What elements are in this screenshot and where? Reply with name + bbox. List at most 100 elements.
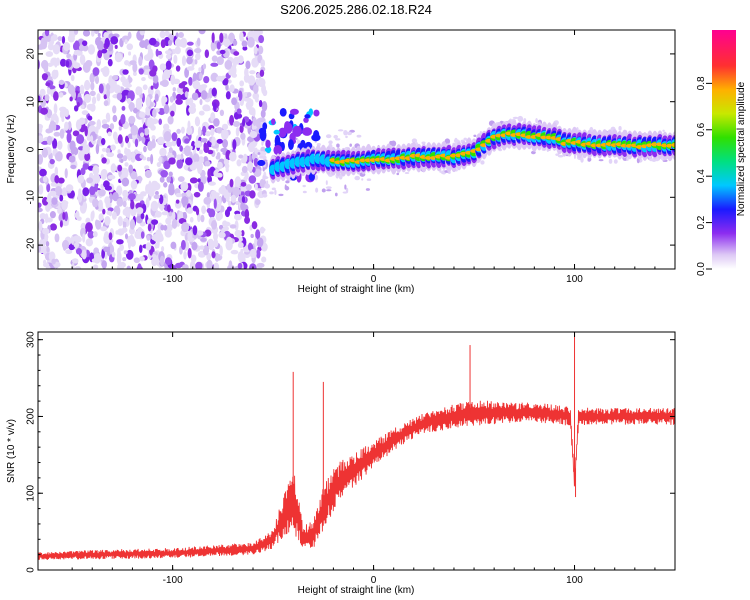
scatter-blob: [361, 178, 364, 181]
noise-blob: [38, 207, 43, 213]
noise-blob: [90, 211, 94, 222]
noise-blob: [238, 154, 244, 159]
noise-blob: [240, 132, 246, 140]
noise-blob: [249, 263, 257, 269]
noise-blob: [128, 235, 135, 245]
noise-blob: [135, 97, 143, 107]
noise-blob: [154, 93, 159, 102]
noise-blob: [76, 101, 80, 108]
noise-blob: [153, 233, 161, 242]
snr-frame: [37, 331, 676, 571]
scatter-blob: [264, 182, 269, 189]
noise-blob: [136, 207, 144, 215]
noise-blob: [53, 103, 58, 114]
noise-blob: [125, 78, 129, 85]
snr-plot: -100 0 100 0 100 200 300 Height of straight li…: [6, 331, 676, 596]
noise-blob: [128, 51, 132, 56]
spectrogram-ylabel: Frequency (Hz): [6, 115, 17, 184]
noise-blob: [244, 67, 249, 78]
noise-blob: [46, 87, 51, 95]
scatter-blob: [512, 116, 519, 119]
noise-blob: [81, 40, 88, 47]
noise-blob: [51, 258, 56, 265]
noise-blob: [111, 75, 119, 81]
noise-blob: [225, 236, 233, 247]
scatter-blob: [315, 187, 319, 193]
noise-blob: [57, 177, 65, 184]
noise-blob: [175, 93, 183, 101]
noise-blob: [168, 211, 173, 217]
transition-blob: [302, 127, 313, 136]
noise-blob: [151, 219, 159, 225]
noise-blob: [200, 137, 208, 143]
noise-blob: [204, 160, 211, 167]
noise-blob: [249, 130, 258, 139]
chart-title: S206.2025.286.02.18.R24: [280, 2, 432, 17]
noise-blob: [126, 212, 131, 218]
noise-blob: [128, 115, 136, 124]
noise-blob: [68, 30, 76, 36]
noise-blob: [54, 69, 59, 79]
noise-blob: [96, 252, 101, 261]
noise-blob: [40, 98, 47, 108]
noise-blob: [144, 169, 152, 179]
noise-blob: [211, 136, 216, 147]
noise-blob: [184, 91, 189, 98]
noise-blob: [140, 212, 145, 220]
noise-blob: [234, 213, 242, 221]
noise-blob: [206, 259, 213, 269]
y-tick-label: 200: [26, 408, 37, 425]
noise-blob: [150, 124, 156, 131]
noise-blob: [158, 155, 162, 165]
transition-blob: [274, 134, 281, 147]
noise-blob: [252, 84, 259, 94]
noise-blob: [120, 113, 126, 125]
noise-blob: [96, 119, 102, 130]
noise-blob: [44, 30, 50, 37]
snr-ticks: -100 0 100 0 100 200 300: [26, 331, 676, 586]
noise-blob: [208, 181, 216, 186]
noise-blob: [143, 127, 150, 136]
noise-blob: [108, 232, 113, 241]
noise-blob: [234, 176, 242, 188]
noise-blob: [170, 241, 177, 250]
scatter-blob: [535, 118, 538, 124]
noise-blob: [216, 172, 223, 178]
noise-blob: [219, 109, 225, 117]
scatter-blob: [333, 134, 338, 139]
noise-blob: [96, 40, 104, 51]
noise-blob: [197, 178, 201, 183]
noise-blob: [170, 74, 176, 86]
noise-blob: [213, 102, 217, 112]
noise-blob: [200, 237, 207, 242]
noise-blob: [251, 221, 258, 230]
noise-blob: [164, 50, 172, 55]
noise-blob: [237, 262, 243, 269]
transition-blob: [273, 144, 283, 156]
colorbar-tick-label: 0.8: [696, 76, 707, 90]
noise-blob: [101, 119, 108, 125]
transition-blob: [303, 117, 309, 123]
noise-blob: [105, 83, 111, 91]
noise-blob: [203, 145, 210, 153]
noise-blob: [204, 49, 210, 59]
noise-blob: [82, 144, 90, 155]
noise-blob: [141, 77, 146, 82]
noise-blob: [138, 244, 143, 254]
noise-blob: [139, 40, 147, 49]
scatter-blob: [278, 193, 284, 197]
noise-blob: [231, 97, 238, 106]
noise-blob: [139, 30, 146, 36]
noise-blob: [222, 79, 229, 86]
scatter-blob: [411, 138, 418, 144]
noise-blob: [163, 130, 172, 142]
noise-blob: [107, 207, 114, 212]
noise-blob: [114, 207, 119, 213]
noise-blob: [122, 256, 127, 262]
noise-blob: [38, 154, 44, 165]
noise-blob: [260, 59, 266, 68]
noise-blob: [109, 123, 115, 130]
noise-blob: [74, 212, 79, 218]
noise-blob: [100, 48, 108, 54]
noise-blob: [49, 120, 56, 128]
